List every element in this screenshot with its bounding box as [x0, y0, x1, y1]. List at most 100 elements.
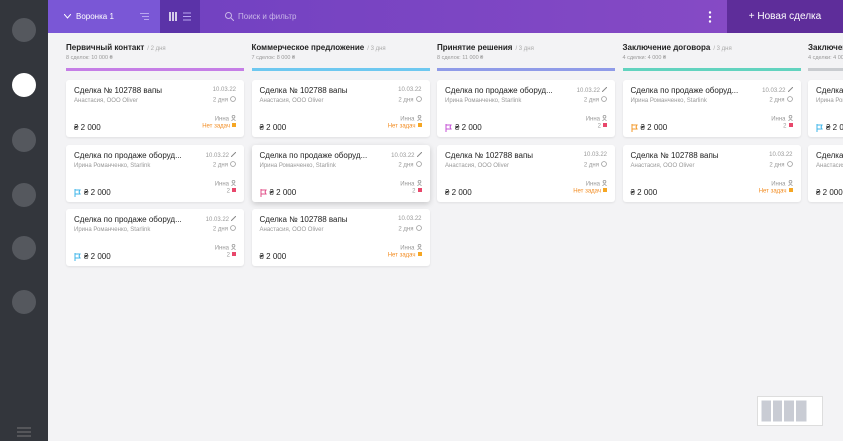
deal-tasks: Нет задач: [202, 123, 236, 130]
deal-title: Сделка по продаже оборуд...: [259, 150, 368, 160]
edit-icon: [230, 151, 237, 159]
deal-manager: Инна: [586, 114, 607, 123]
deal-date: 10.03.22: [577, 86, 608, 94]
task-status: [603, 187, 607, 194]
deal-tasks: Нет задач: [388, 252, 422, 259]
deal-title: Сделка по продаже оборуд...: [630, 86, 739, 95]
deal-client: Ирина Романченко, Starlink: [259, 162, 336, 169]
column-bar: [437, 68, 615, 71]
deal-manager: Инна: [400, 114, 422, 123]
edit-icon: [230, 215, 237, 223]
deal-manager: Инна: [215, 243, 236, 252]
nav-item[interactable]: [12, 18, 36, 42]
deal-date: 10.03.22: [206, 151, 237, 159]
deal-tasks: 2: [227, 187, 236, 194]
task-status: [232, 252, 236, 258]
flag-icon: [631, 124, 638, 132]
deal-client: Ирина Романченко, Starlink: [74, 162, 151, 169]
column-header: Принятие решения/ 3 дня: [437, 43, 534, 52]
deal-duration: 2 дня: [213, 225, 236, 233]
column-summary: 8 сделок: 10 000 ₴: [66, 55, 113, 61]
deal-manager: Инна: [215, 179, 236, 188]
deal-amount: ₴ 2 000: [84, 252, 111, 261]
search-icon: [225, 12, 234, 21]
deal-amount: ₴ 2 000: [84, 187, 111, 197]
nav-item-active[interactable]: [12, 73, 36, 97]
filter-icon[interactable]: [140, 13, 149, 20]
clock-icon: [230, 225, 236, 233]
funnel-label: Воронка 1: [76, 12, 114, 21]
deal-date: 10.03.22: [212, 87, 236, 93]
column-bar: [808, 68, 843, 71]
person-icon: [231, 243, 236, 252]
menu-icon[interactable]: [17, 427, 31, 437]
nav-item[interactable]: [12, 183, 36, 207]
deal-duration: 2 дня: [213, 96, 236, 104]
deal-date: 10.03.22: [583, 151, 607, 158]
deal-manager: Инна: [215, 114, 236, 123]
deal-manager: Инна: [771, 179, 793, 188]
column-name: Коммерческое предложение: [251, 43, 365, 52]
minimap[interactable]: [757, 396, 823, 426]
deal-amount: ₴ 2 000: [74, 123, 101, 132]
flag-icon: [445, 124, 452, 132]
sidebar: [0, 0, 48, 441]
clock-icon: [415, 225, 422, 233]
deal-date: 10.03.22: [206, 215, 237, 223]
deal-amount: ₴ 2 000: [816, 187, 843, 197]
chevron: [64, 14, 71, 19]
clock-icon: [230, 160, 236, 169]
deal-duration: 2 дня: [584, 96, 607, 104]
funnel-select[interactable]: Воронка 1: [48, 0, 160, 33]
deal-title: Сделка по продаже оборуд...: [816, 86, 843, 95]
task-status: [232, 187, 236, 194]
deal-date: 10.03.22: [398, 87, 422, 93]
deal-duration: 2 дня: [769, 96, 793, 104]
deal-duration: 2 дня: [213, 160, 236, 169]
deal-date: 10.03.22: [769, 151, 793, 158]
deal-date: 10.03.22: [762, 86, 793, 94]
clock-icon: [415, 96, 422, 104]
column-header: Заключение договора/ 3 дня: [623, 43, 732, 52]
person-icon: [416, 114, 422, 123]
view-switch[interactable]: [160, 0, 200, 33]
column-header: Заключение договора/ 3 дня: [808, 43, 843, 52]
nav-item[interactable]: [12, 128, 36, 152]
deal-card[interactable]: Сделка по продаже оборуд...10.03.22Ирина…: [808, 80, 843, 137]
task-status: [417, 252, 422, 258]
deal-client: Анастасия, ООО Oliver: [259, 98, 324, 104]
column-days: / 3 дня: [367, 46, 386, 52]
nav-item[interactable]: [12, 290, 36, 314]
deal-manager: Инна: [771, 114, 793, 123]
deal-client: Анастасия, ООО Oliver: [445, 162, 509, 169]
flag-icon: [74, 188, 81, 197]
deal-client: Анастасия, ООО Oliver: [630, 162, 695, 169]
nav-item[interactable]: [12, 236, 36, 260]
person-icon: [231, 114, 236, 123]
more-menu[interactable]: [708, 11, 712, 23]
new-deal-button[interactable]: + Новая сделка: [727, 0, 843, 33]
deal-duration: 2 дня: [584, 160, 607, 169]
flag-icon: [816, 124, 823, 132]
deal-manager: Инна: [400, 179, 422, 188]
board: Первичный контакт/ 2 дня 8 сделок: 10 000…: [48, 33, 843, 441]
deal-amount: ₴ 2 000: [826, 123, 843, 132]
search-input[interactable]: Поиск и фильтр: [238, 12, 297, 21]
person-icon: [787, 179, 793, 188]
deal-title: Сделка по продаже оборуд...: [74, 215, 182, 224]
flag-icon: [260, 188, 267, 197]
task-status: [232, 123, 236, 129]
edit-icon: [787, 86, 793, 94]
deal-title: Сделка по продаже оборуд...: [445, 86, 553, 95]
